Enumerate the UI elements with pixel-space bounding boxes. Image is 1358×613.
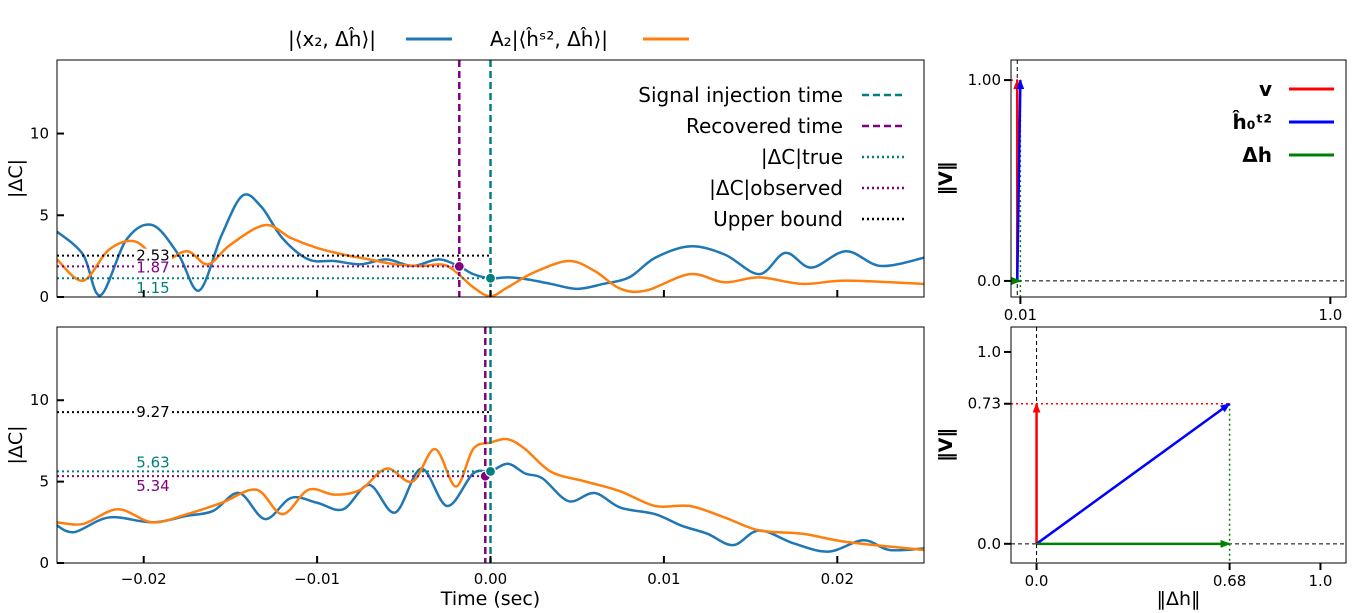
- xtick-label-0: −0.02: [121, 570, 167, 588]
- panel-bottom-right: 0.0 0.73 1.0 0.0 0.68 1.0 ‖V‖ ‖Δh‖: [935, 326, 1347, 610]
- hline-label-0: 9.27: [136, 403, 169, 421]
- ytick-label-1: 1.00: [968, 71, 1001, 89]
- xtick-label-1: 1.0: [1318, 306, 1342, 324]
- ytick-label-0: 0: [39, 288, 49, 306]
- hline-label-1: 1.87: [136, 259, 169, 277]
- hline-label-0: 2.53: [136, 247, 169, 265]
- legend-label-4: Upper bound: [713, 207, 843, 231]
- top-legend-label-1: A₂|⟨ĥˢ², Δĥ⟩|: [490, 27, 608, 51]
- xtick-label-3: 0.01: [647, 570, 680, 588]
- hline-label-bg-0: [134, 248, 172, 263]
- ytick-label-0: 0.0: [977, 272, 1001, 290]
- xtick-label-2: 1.0: [1309, 572, 1333, 590]
- hline-label-2: 5.34: [136, 477, 169, 495]
- observed-marker: [453, 260, 465, 273]
- hline-label-bg-0: [134, 405, 172, 420]
- top-legend: |⟨x₂, Δĥ⟩| A₂|⟨ĥˢ², Δĥ⟩|: [288, 27, 689, 51]
- vector-legend-label-2: Δh: [1242, 143, 1272, 167]
- xtick-label-1: −0.01: [294, 570, 340, 588]
- xtick-label-1: 0.68: [1213, 572, 1246, 590]
- xlabel: ‖Δh‖: [1156, 588, 1200, 610]
- xtick-label-0: 0.01: [1004, 306, 1037, 324]
- legend-label-2: |ΔC|true: [761, 145, 843, 169]
- ytick-label-1: 5: [39, 206, 49, 224]
- panel-bottom-left: 9.27 5.63 5.34 0 5 10 −0.02 −0.01 0.00 0.01 0.02 |Δ…: [5, 326, 925, 610]
- hline-label-bg-1: [134, 455, 172, 470]
- top-legend-label-0: |⟨x₂, Δĥ⟩|: [288, 27, 376, 51]
- xtick-label-2: 0.00: [474, 570, 507, 588]
- xtick-label-4: 0.02: [821, 570, 854, 588]
- legend-label-3: |ΔC|observed: [709, 176, 843, 200]
- vector-h0: [1035, 402, 1231, 545]
- ytick-label-1: 5: [39, 473, 49, 491]
- hline-label-bg-1: [134, 260, 172, 275]
- panel-top-right: 0.0 1.00 0.01 1.0 ‖V‖ v ĥ₀ᵗ² Δh: [935, 59, 1347, 324]
- hline-label-1: 5.63: [136, 453, 169, 471]
- ytick-label-0: 0.0: [977, 535, 1001, 553]
- vector-h0: [1016, 79, 1025, 281]
- ytick-label-2: 1.0: [977, 343, 1001, 361]
- xlabel: Time (sec): [440, 588, 540, 610]
- vector-legend-label-0: v: [1259, 77, 1272, 101]
- hline-label-2: 1.15: [136, 279, 169, 297]
- xtick-label-0: 0.0: [1025, 572, 1049, 590]
- vector-legend-label-1: ĥ₀ᵗ²: [1231, 110, 1272, 134]
- panel-top-left: 2.531.87 1.15 0 5 10|ΔC| Signal injection tim…: [5, 59, 925, 306]
- true-marker: [484, 465, 497, 477]
- ylabel: |ΔC|: [5, 159, 27, 198]
- axes-frame-2: [1010, 59, 1347, 298]
- axes-frame-3: [1010, 326, 1347, 564]
- ylabel: |ΔC|: [5, 425, 27, 464]
- series-line-1: [57, 437, 924, 552]
- ylabel: ‖V‖: [935, 428, 957, 462]
- true-marker: [484, 272, 497, 284]
- series-line-1: [57, 223, 924, 297]
- ylabel: ‖V‖: [935, 162, 957, 196]
- legend-label-1: Recovered time: [686, 114, 843, 138]
- legend-label-0: Signal injection time: [638, 83, 843, 107]
- hline-label-bg-2: [134, 479, 172, 494]
- ytick-label-0: 0: [39, 554, 49, 572]
- ytick-label-2: 10: [30, 125, 49, 143]
- ytick-label-1: 0.73: [968, 395, 1001, 413]
- ytick-label-2: 10: [30, 391, 49, 409]
